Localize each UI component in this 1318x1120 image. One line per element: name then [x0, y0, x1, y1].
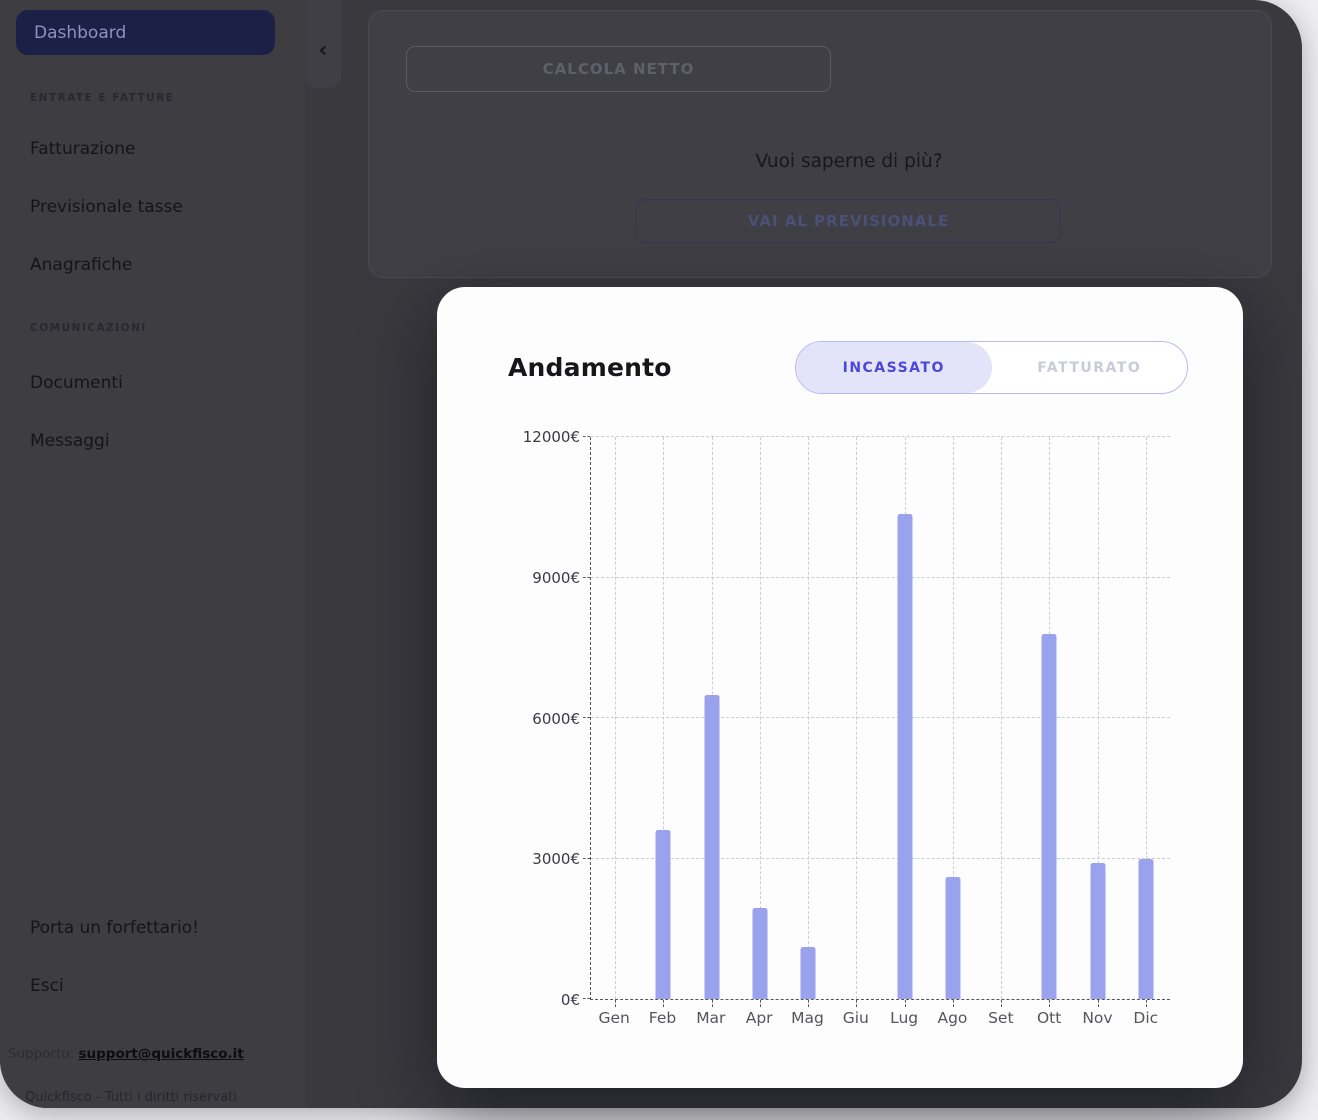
bar-ago	[945, 877, 961, 999]
y-tick-label: 9000€	[532, 568, 580, 587]
y-axis-tick	[583, 576, 590, 578]
x-axis-tick	[1097, 1000, 1099, 1007]
gridline-horizontal	[591, 717, 1170, 718]
calcola-netto-button[interactable]: CALCOLA NETTO	[406, 46, 831, 92]
y-axis-tick	[583, 717, 590, 718]
x-tick-label: Ott	[1036, 1009, 1062, 1027]
y-axis-labels: 0€ 3000€ 6000€ 9000€ 12000€	[508, 428, 590, 1009]
sidebar-item-label: Dashboard	[34, 22, 127, 43]
x-tick-label: Apr	[745, 1009, 773, 1027]
x-tick-label: Ago	[937, 1009, 968, 1027]
gridline-horizontal	[591, 857, 1170, 859]
modal-title: Andamento	[508, 353, 672, 382]
y-tick-label: 3000€	[532, 850, 580, 869]
copyright-text: Quickfisco - Tutti i diritti riservati	[25, 1090, 237, 1105]
gridline-vertical	[759, 437, 761, 999]
bar-mar	[704, 694, 720, 999]
andamento-modal: Andamento INCASSATO FATTURATO 0€ 3000€ 600…	[437, 287, 1243, 1088]
gridline-vertical	[615, 437, 617, 999]
modal-header: Andamento INCASSATO FATTURATO	[508, 341, 1188, 394]
sidebar-section-header: ENTRATE E FATTURE	[30, 92, 175, 104]
y-tick-label: 6000€	[532, 709, 580, 728]
x-tick-label: Nov	[1082, 1009, 1113, 1027]
x-tick-label: Mar	[696, 1009, 726, 1027]
gridline-vertical	[952, 437, 954, 999]
y-axis-tick	[583, 436, 590, 437]
gridline-vertical	[1145, 437, 1147, 999]
x-axis-tick	[759, 1000, 761, 1007]
question-text: Vuoi saperne di più?	[755, 151, 943, 172]
x-tick-label: Feb	[648, 1009, 677, 1027]
gridline-horizontal	[591, 436, 1170, 437]
sidebar-item-documenti[interactable]: Documenti	[30, 373, 123, 393]
y-tick-label: 12000€	[522, 428, 580, 446]
gridline-vertical	[856, 437, 858, 999]
bar-apr	[752, 907, 768, 999]
bar-ott	[1041, 633, 1057, 999]
sidebar-collapse-rail: ‹	[305, 0, 341, 88]
sidebar-item-anagrafiche[interactable]: Anagrafiche	[30, 255, 133, 275]
x-axis-tick	[711, 1000, 713, 1007]
x-tick-label: Mag	[791, 1009, 824, 1027]
gridline-vertical	[1097, 437, 1099, 999]
x-axis-tick	[856, 1000, 858, 1007]
dashboard-card: CALCOLA NETTO Vuoi saperne di più? VAI A…	[368, 10, 1272, 278]
bar-lug	[897, 514, 913, 999]
gridline-horizontal	[591, 576, 1170, 578]
x-axis-labels: Gen Feb Mar Apr Mag Giu Lug Ago Set Ott Nov Dic	[590, 1009, 1170, 1027]
x-axis-tick	[904, 1000, 906, 1007]
sidebar-item-previsionale-tasse[interactable]: Previsionale tasse	[30, 197, 183, 217]
sidebar-item-porta-forfettario[interactable]: Porta un forfettario!	[30, 918, 199, 938]
y-tick-label: 0€	[560, 991, 580, 1009]
y-axis-tick	[583, 998, 590, 999]
x-tick-label: Lug	[890, 1009, 919, 1027]
x-axis-tick	[663, 1000, 665, 1007]
sidebar-item-fatturazione[interactable]: Fatturazione	[30, 139, 136, 159]
tab-incassato[interactable]: INCASSATO	[796, 342, 992, 393]
x-tick-label: Dic	[1133, 1009, 1159, 1027]
x-tick-label: Giu	[842, 1009, 869, 1027]
x-axis-tick	[1145, 1000, 1147, 1007]
x-axis-tick	[808, 1000, 810, 1007]
incassato-fatturato-toggle: INCASSATO FATTURATO	[795, 341, 1188, 394]
x-axis-tick	[615, 1000, 617, 1007]
x-tick-label: Set	[988, 1009, 1014, 1027]
sidebar-item-dashboard[interactable]: Dashboard	[16, 10, 275, 55]
x-axis-tick	[952, 1000, 954, 1007]
gridline-vertical	[808, 437, 810, 999]
y-axis-tick	[583, 857, 590, 859]
vai-al-previsionale-button[interactable]: VAI AL PREVISIONALE	[636, 199, 1061, 243]
gridline-vertical	[1001, 437, 1003, 999]
sidebar-item-esci[interactable]: Esci	[30, 976, 64, 996]
gridline-vertical	[663, 437, 665, 999]
bar-dic	[1138, 858, 1154, 999]
bar-mag	[800, 947, 816, 999]
support-label: Supporto:	[8, 1046, 75, 1062]
bar-feb	[655, 830, 671, 999]
bar-chart: 0€ 3000€ 6000€ 9000€ 12000€ Gen Feb Mar Apr Mag G…	[508, 428, 1170, 1027]
support-email-link[interactable]: support@quickfisco.it	[78, 1046, 244, 1062]
support-line: Supporto: support@quickfisco.it	[8, 1046, 244, 1062]
sidebar: Dashboard ENTRATE E FATTURE Fatturazione…	[0, 0, 305, 1108]
tab-fatturato[interactable]: FATTURATO	[1037, 359, 1142, 376]
x-axis-tick	[1049, 1000, 1051, 1007]
bar-nov	[1090, 863, 1106, 999]
sidebar-item-messaggi[interactable]: Messaggi	[30, 431, 110, 451]
sidebar-section-header: COMUNICAZIONI	[30, 322, 147, 334]
x-tick-label: Gen	[598, 1009, 630, 1027]
collapse-sidebar-button[interactable]: ‹	[318, 38, 328, 63]
main-content: CALCOLA NETTO Vuoi saperne di più? VAI A…	[341, 0, 1302, 1108]
x-axis-tick	[1001, 1000, 1003, 1007]
plot-area	[583, 436, 1170, 1007]
